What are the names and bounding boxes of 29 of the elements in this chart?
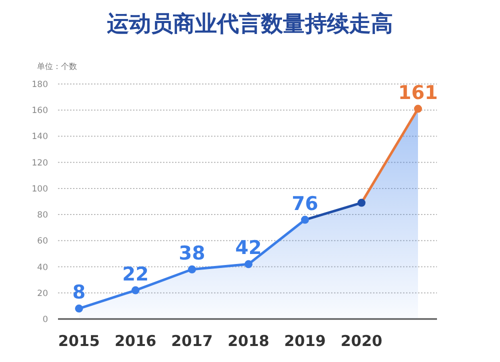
y-tick-label: 80	[37, 210, 48, 221]
data-label: 76	[292, 192, 318, 215]
x-tick-label: 2018	[228, 332, 270, 350]
y-tick-label: 120	[32, 158, 48, 168]
y-tick-label: 160	[32, 106, 48, 116]
point	[75, 304, 83, 313]
y-tick-label: 60	[37, 236, 48, 247]
x-tick-label: 2017	[171, 332, 213, 350]
data-label: 161	[398, 82, 438, 104]
y-tick-label: 140	[32, 132, 48, 142]
x-tick-label: 2019	[284, 332, 326, 350]
data-label: 22	[122, 263, 149, 286]
y-tick-label: 180	[32, 80, 48, 90]
y-tick-label: 100	[32, 184, 48, 194]
point	[188, 265, 196, 274]
point	[414, 104, 422, 113]
data-label: 8	[72, 282, 86, 304]
chart-title: 运动员商业代言数量持续走高	[106, 11, 393, 37]
y-axis-title: 单位：个数	[37, 62, 77, 71]
y-tick-label: 0	[42, 315, 48, 325]
y-tick-label: 40	[37, 262, 48, 273]
data-label: 38	[178, 242, 206, 264]
x-tick-label: 2020	[340, 332, 382, 350]
y-tick-label: 20	[37, 288, 48, 299]
x-tick-label: 2015	[58, 332, 100, 350]
x-tick-label: 2016	[114, 332, 156, 350]
data-label: 42	[235, 237, 262, 260]
point	[244, 260, 252, 268]
point	[132, 286, 140, 294]
